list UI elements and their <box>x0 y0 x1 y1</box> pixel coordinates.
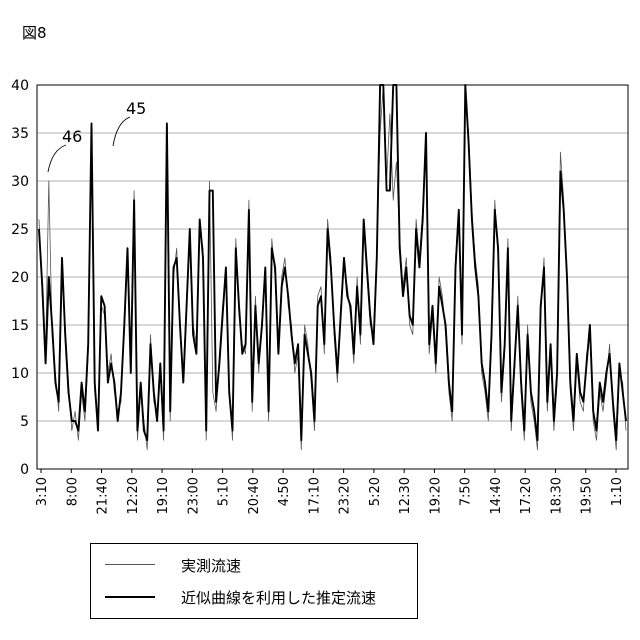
x-tick-label: 5:20 <box>368 477 383 506</box>
annotation-45-leader <box>113 117 130 146</box>
legend-item-estimated: 近似曲線を利用した推定流速 <box>91 582 417 612</box>
y-tick-label: 35 <box>11 126 29 142</box>
annotations-group: 46 45 <box>48 99 146 172</box>
x-tick-labels: 3:10 8:00 21:40 12:20 19:10 23:00 5:10 20:40 4:5… <box>35 469 625 514</box>
x-tick-label: 18:30 <box>549 477 564 514</box>
x-tick-label: 12:30 <box>398 477 413 514</box>
y-tick-label: 10 <box>11 366 29 382</box>
y-tick-label: 30 <box>11 174 29 190</box>
x-tick-label: 7:50 <box>459 477 474 506</box>
x-tick-label: 4:50 <box>277 477 292 506</box>
legend-item-measured: 実測流速 <box>91 550 417 580</box>
legend-label-measured: 実測流速 <box>181 555 241 576</box>
x-tick-label: 21:40 <box>96 477 111 514</box>
x-tick-label: 19:50 <box>580 477 595 514</box>
x-tick-label: 19:10 <box>156 477 171 514</box>
annotation-46: 46 <box>62 127 82 146</box>
x-tick-label: 5:10 <box>217 477 232 506</box>
series-group <box>39 85 626 450</box>
x-tick-label: 14:40 <box>489 477 504 514</box>
x-tick-label: 12:20 <box>126 477 141 514</box>
legend-label-estimated: 近似曲線を利用した推定流速 <box>181 587 376 608</box>
y-tick-labels: 0 5 10 15 20 25 30 35 40 <box>11 78 29 478</box>
y-tick-label: 15 <box>11 318 29 334</box>
x-tick-label: 17:10 <box>307 477 322 514</box>
y-tick-label: 5 <box>20 414 29 430</box>
legend-swatch-estimated <box>105 596 155 598</box>
annotation-45: 45 <box>126 99 146 118</box>
line-chart: 0 5 10 15 20 25 30 35 40 3:10 8:00 21:40 12:20 19:10… <box>0 0 640 540</box>
y-tick-label: 0 <box>20 462 29 478</box>
x-tick-label: 20:40 <box>247 477 262 514</box>
legend-swatch-measured <box>105 564 155 565</box>
annotation-46-leader <box>48 145 66 172</box>
x-tick-label: 17:20 <box>519 477 534 514</box>
x-tick-label: 23:00 <box>186 477 201 514</box>
x-tick-label: 19:20 <box>428 477 443 514</box>
y-tick-label: 20 <box>11 270 29 286</box>
x-tick-label: 3:10 <box>35 477 50 506</box>
y-tick-label: 25 <box>11 222 29 238</box>
x-tick-label: 1:10 <box>610 477 625 506</box>
x-tick-label: 8:00 <box>65 477 80 506</box>
series-line-estimated <box>39 85 626 440</box>
legend: 実測流速 近似曲線を利用した推定流速 <box>90 543 418 619</box>
y-tick-label: 40 <box>11 78 29 94</box>
x-tick-label: 23:20 <box>338 477 353 514</box>
